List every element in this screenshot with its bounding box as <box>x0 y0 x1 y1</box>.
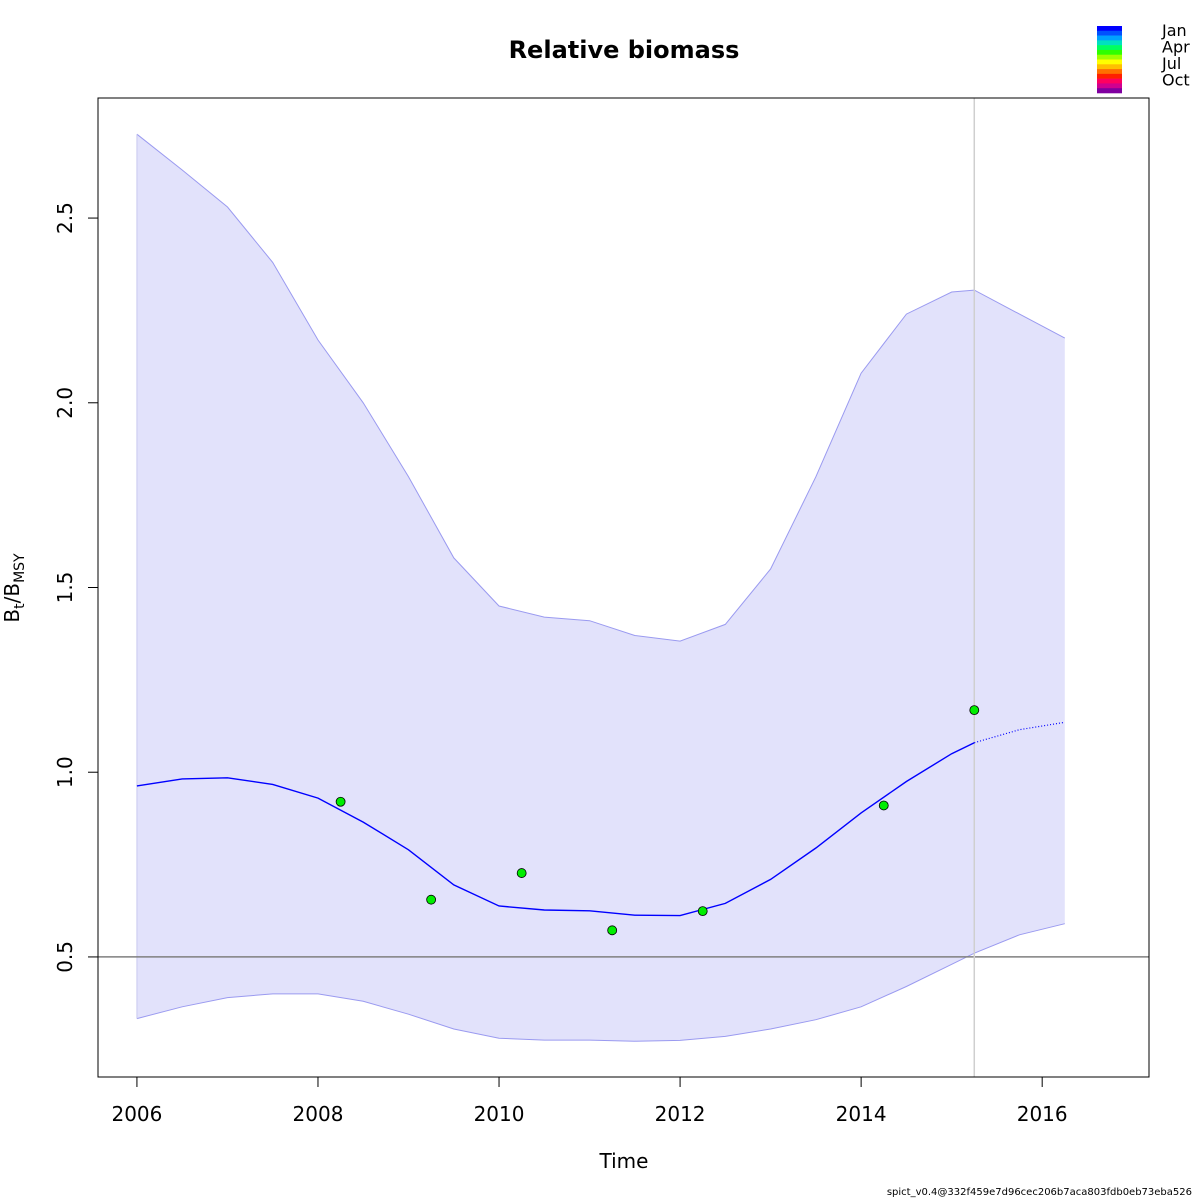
y-axis-label-main: B <box>0 609 24 623</box>
observation-point-6 <box>969 705 980 716</box>
y-tick-label-3: 2.0 <box>53 387 77 419</box>
legend-swatch-2 <box>1097 35 1122 41</box>
legend-label-3: Oct <box>1162 71 1190 90</box>
legend-label-1: Apr <box>1162 38 1190 57</box>
legend-swatch-1 <box>1097 30 1122 36</box>
y-axis-label: Bt/BMSY <box>0 553 28 623</box>
legend-swatch-5 <box>1097 49 1122 56</box>
observation-point-1 <box>426 894 437 905</box>
chart-title: Relative biomass <box>509 36 740 64</box>
y-tick-label-0: 0.5 <box>53 941 77 973</box>
x-axis: 2006 2008 2010 2012 2014 2016 <box>111 1076 1068 1126</box>
x-tick-label-3: 2012 <box>655 1102 706 1126</box>
observation-point-0 <box>335 796 346 807</box>
legend-swatch-0 <box>1097 26 1122 32</box>
legend-swatch-13 <box>1097 88 1122 94</box>
confidence-band <box>136 134 1065 1042</box>
legend-label-0: Jan <box>1161 21 1187 40</box>
x-axis-label: Time <box>599 1149 649 1173</box>
legend-swatch-8 <box>1097 64 1122 70</box>
series-line-0 <box>136 742 975 917</box>
x-tick-label-4: 2014 <box>836 1102 887 1126</box>
y-axis-label-sub-msy: MSY <box>12 553 28 583</box>
legend-swatch-12 <box>1097 83 1122 89</box>
plot-area <box>98 98 1149 1077</box>
x-tick-label-2: 2010 <box>474 1102 525 1126</box>
y-tick-label-1: 1.0 <box>53 756 77 788</box>
y-tick-label-4: 2.5 <box>53 202 77 234</box>
legend-swatch-9 <box>1097 69 1122 75</box>
x-tick-label-0: 2006 <box>111 1102 162 1126</box>
legend-swatch-3 <box>1097 40 1122 46</box>
y-axis-label-sub-t: t <box>12 603 28 609</box>
y-axis: 0.5 1.0 1.5 2.0 2.5 <box>53 202 99 973</box>
legend-label-2: Jul <box>1161 54 1181 73</box>
legend-swatch-11 <box>1097 78 1122 84</box>
x-tick-label-1: 2008 <box>293 1102 344 1126</box>
legend-swatch-7 <box>1097 59 1122 65</box>
confidence-band-upper-edge <box>136 133 1066 642</box>
footer-version: spict_v0.4@332f459e7d96cec206b7aca803fdb… <box>886 1187 1192 1198</box>
series-projection-0 <box>974 721 1065 744</box>
observation-point-5 <box>878 800 889 811</box>
legend-swatch-10 <box>1097 73 1122 79</box>
legend-swatch-4 <box>1097 45 1122 51</box>
y-axis-label-separator: /B <box>0 583 24 603</box>
observation-point-2 <box>516 868 527 878</box>
confidence-band-lower-edge <box>136 923 1065 1042</box>
legend-swatch-6 <box>1097 54 1122 60</box>
y-tick-label-2: 1.5 <box>53 572 77 604</box>
observation-point-4 <box>697 906 708 917</box>
x-tick-label-5: 2016 <box>1017 1102 1068 1126</box>
observation-point-3 <box>607 925 618 936</box>
